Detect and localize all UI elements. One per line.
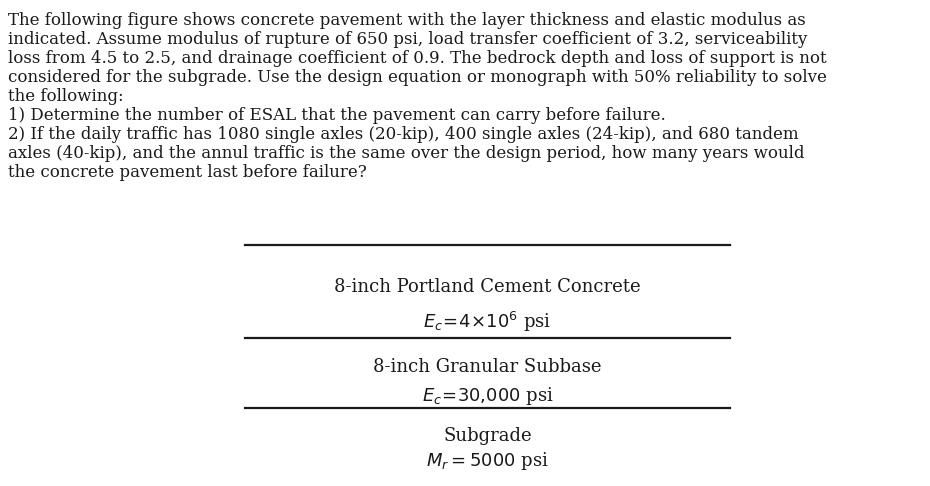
Text: $M_r = 5000$ psi: $M_r = 5000$ psi — [426, 450, 549, 472]
Text: loss from 4.5 to 2.5, and drainage coefficient of 0.9. The bedrock depth and los: loss from 4.5 to 2.5, and drainage coeff… — [8, 50, 827, 67]
Text: indicated. Assume modulus of rupture of 650 psi, load transfer coefficient of 3.: indicated. Assume modulus of rupture of … — [8, 31, 807, 48]
Text: considered for the subgrade. Use the design equation or monograph with 50% relia: considered for the subgrade. Use the des… — [8, 69, 827, 86]
Text: axles (40-kip), and the annul traffic is the same over the design period, how ma: axles (40-kip), and the annul traffic is… — [8, 145, 804, 162]
Text: 1) Determine the number of ESAL that the pavement can carry before failure.: 1) Determine the number of ESAL that the… — [8, 107, 666, 124]
Text: The following figure shows concrete pavement with the layer thickness and elasti: The following figure shows concrete pave… — [8, 12, 805, 29]
Text: $E_c\!=\!4\!\times\!10^6$ psi: $E_c\!=\!4\!\times\!10^6$ psi — [423, 310, 551, 334]
Text: 2) If the daily traffic has 1080 single axles (20-kip), 400 single axles (24-kip: 2) If the daily traffic has 1080 single … — [8, 126, 799, 143]
Text: $E_c\!=\!30{,}000$ psi: $E_c\!=\!30{,}000$ psi — [421, 385, 553, 407]
Text: 8-inch Portland Cement Concrete: 8-inch Portland Cement Concrete — [334, 278, 641, 296]
Text: the following:: the following: — [8, 88, 124, 105]
Text: Subgrade: Subgrade — [444, 427, 532, 445]
Text: the concrete pavement last before failure?: the concrete pavement last before failur… — [8, 164, 366, 181]
Text: 8-inch Granular Subbase: 8-inch Granular Subbase — [373, 358, 602, 376]
